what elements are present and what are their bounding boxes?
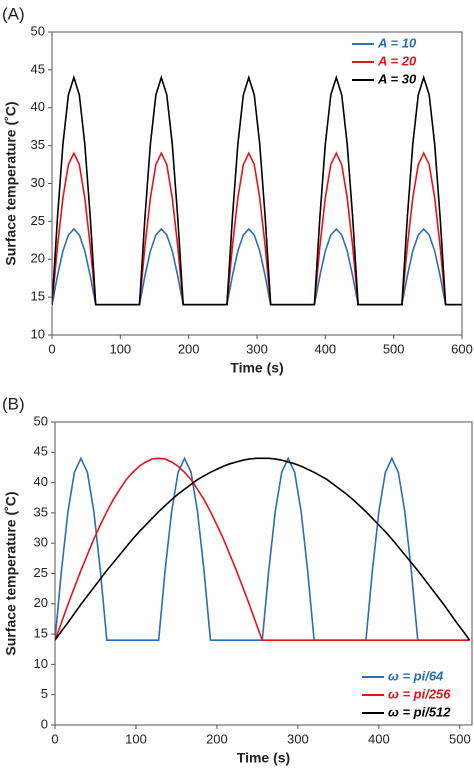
x-tick-label: 400 xyxy=(314,341,336,356)
x-tick-label: 500 xyxy=(383,341,405,356)
series-line xyxy=(52,74,462,306)
legend-label: ω = pi/64 xyxy=(388,668,444,683)
y-tick-label: 35 xyxy=(34,504,48,519)
y-tick-label: 50 xyxy=(34,413,48,428)
y-tick-label: 35 xyxy=(31,137,45,152)
plot-frame xyxy=(54,421,473,726)
x-tick-label: 100 xyxy=(109,341,131,356)
x-tick-label: 100 xyxy=(125,731,147,746)
y-tick-label: 0 xyxy=(41,716,48,731)
y-tick-label: 10 xyxy=(31,326,45,341)
x-axis-title: Time (s) xyxy=(237,750,290,766)
series-line xyxy=(55,457,471,641)
series-line xyxy=(55,456,470,641)
y-tick-label: 25 xyxy=(31,213,45,228)
x-tick-label: 600 xyxy=(451,341,473,356)
series-line xyxy=(52,151,462,306)
x-tick-label: 500 xyxy=(449,731,471,746)
x-tick-label: 0 xyxy=(48,341,55,356)
y-tick-label: 45 xyxy=(34,444,48,459)
x-tick-label: 0 xyxy=(51,731,58,746)
y-tick-label: 25 xyxy=(34,565,48,580)
legend-label: A = 30 xyxy=(377,71,417,86)
y-tick-label: 30 xyxy=(34,535,48,550)
y-tick-label: 40 xyxy=(34,474,48,489)
x-axis-title: Time (s) xyxy=(230,360,283,376)
y-tick-label: 40 xyxy=(31,99,45,114)
y-tick-label: 5 xyxy=(41,686,48,701)
panel-label: (B) xyxy=(2,394,25,413)
series-line xyxy=(55,457,470,641)
y-axis-title: Surface temperature (˚C) xyxy=(3,491,19,655)
legend-label: A = 10 xyxy=(377,35,417,50)
y-tick-label: 30 xyxy=(31,175,45,190)
x-tick-label: 300 xyxy=(246,341,268,356)
y-tick-label: 15 xyxy=(34,626,48,641)
legend-label: ω = pi/512 xyxy=(388,704,451,719)
panel-label: (A) xyxy=(2,4,25,23)
y-tick-label: 10 xyxy=(34,656,48,671)
x-tick-label: 400 xyxy=(368,731,390,746)
x-tick-label: 200 xyxy=(206,731,228,746)
plot-frame xyxy=(51,31,463,336)
y-tick-label: 45 xyxy=(31,61,45,76)
x-tick-label: 200 xyxy=(178,341,200,356)
series-line xyxy=(52,227,462,306)
y-tick-label: 15 xyxy=(31,289,45,304)
legend-label: ω = pi/256 xyxy=(388,686,451,701)
y-tick-label: 20 xyxy=(34,595,48,610)
y-tick-label: 50 xyxy=(31,23,45,38)
y-tick-label: 20 xyxy=(31,251,45,266)
legend-label: A = 20 xyxy=(377,53,417,68)
x-tick-label: 300 xyxy=(287,731,309,746)
y-axis-title: Surface temperature (˚C) xyxy=(3,101,19,265)
